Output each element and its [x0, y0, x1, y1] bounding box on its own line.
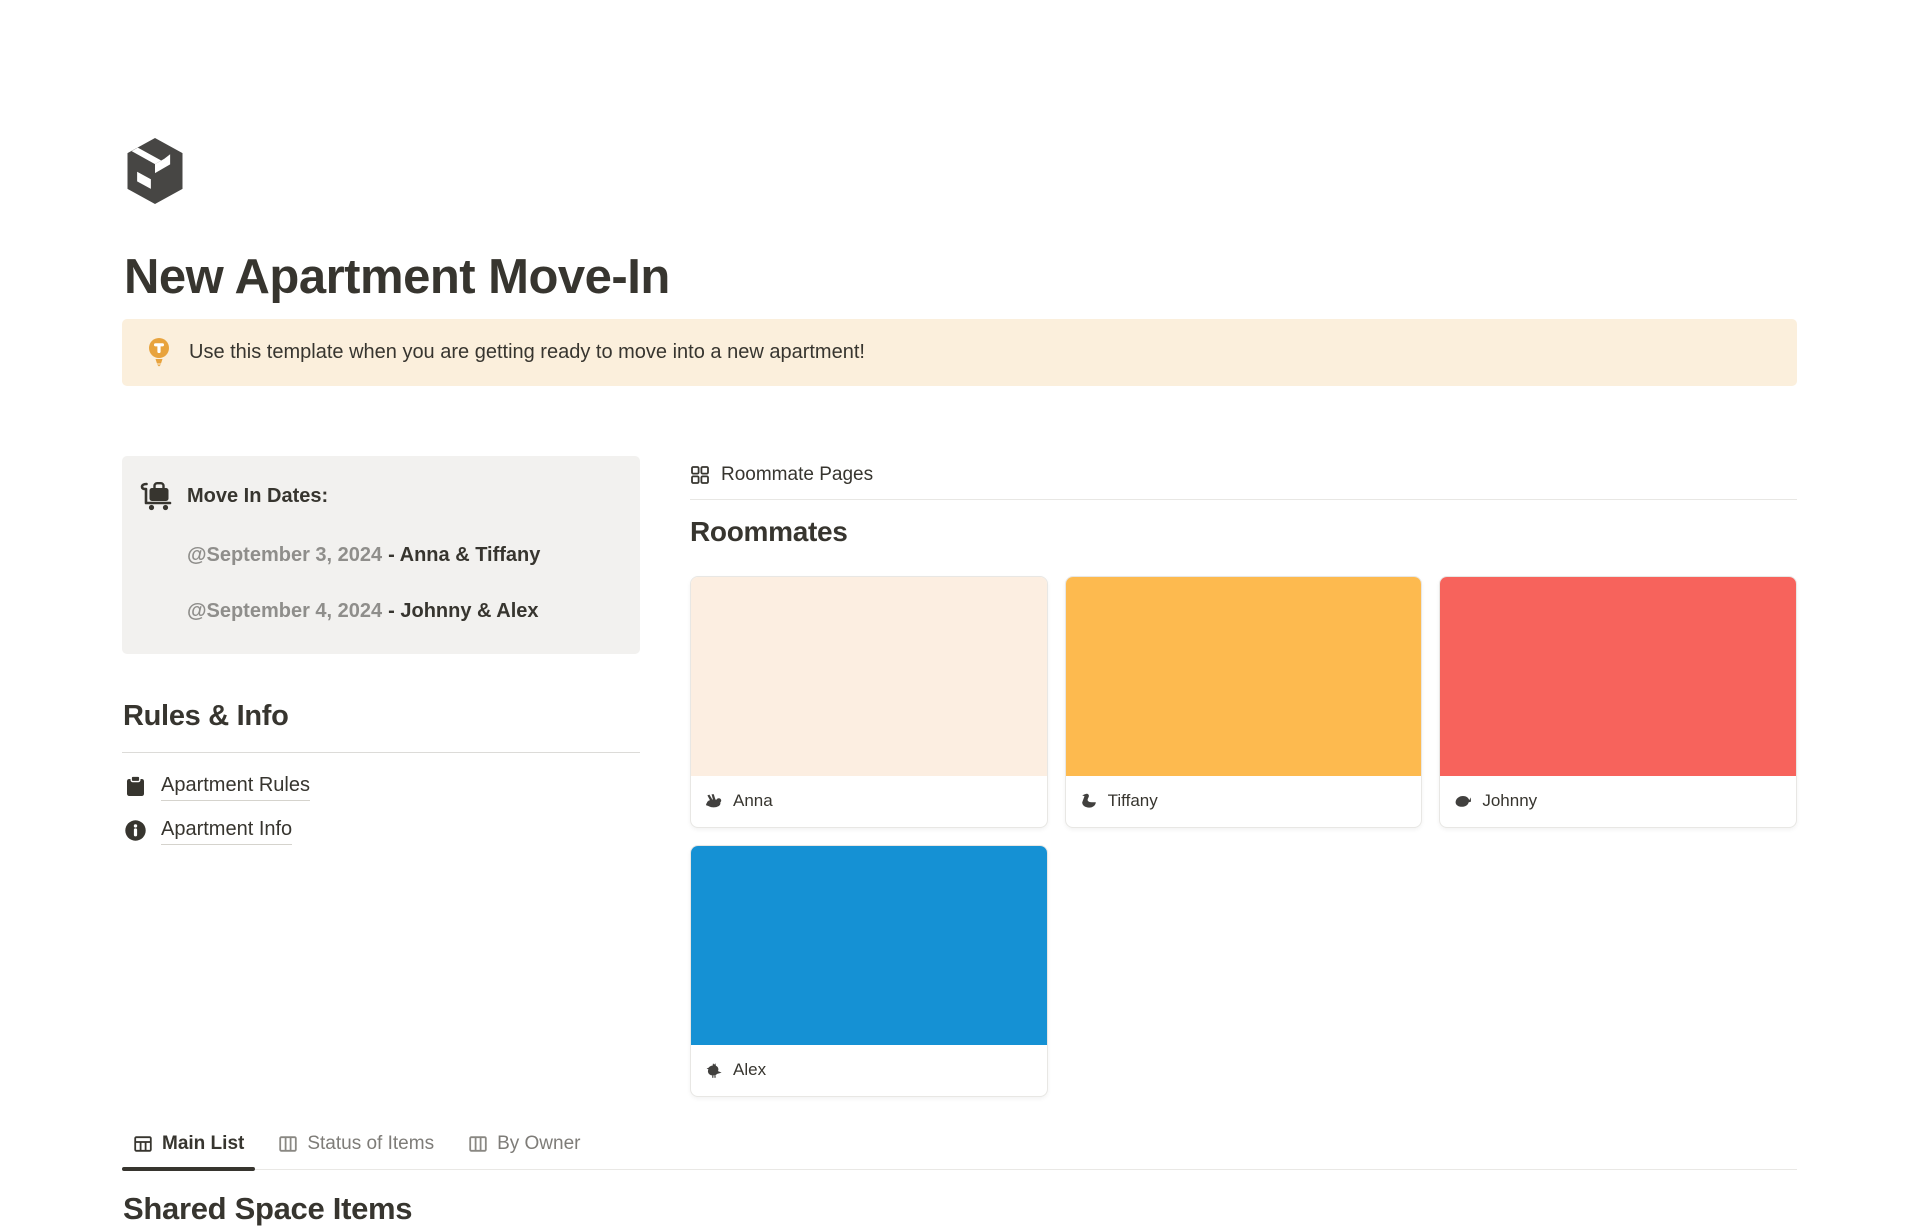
card-name: Johnny	[1482, 791, 1538, 811]
link-label[interactable]: Apartment Rules	[161, 773, 310, 801]
move-in-dates-header: Move In Dates:	[140, 481, 620, 512]
card-name: Anna	[733, 791, 773, 811]
card-cover	[691, 845, 1047, 1045]
card-footer: Anna	[691, 776, 1047, 827]
luggage-cart-icon	[140, 481, 172, 510]
card-johnny[interactable]: Johnny	[1439, 575, 1797, 828]
tab-label[interactable]: Main List	[162, 1132, 245, 1154]
rooster-icon	[706, 1063, 722, 1079]
card-name: Alex	[733, 1060, 767, 1080]
lightbulb-icon	[149, 338, 169, 367]
database-view-tabs: Main List Status of Items By Owner	[122, 1132, 1797, 1171]
clipboard-icon	[127, 775, 144, 797]
rules-info-heading: Rules & Info	[123, 699, 289, 732]
right-column: Roommate Pages Roommates A	[690, 456, 1797, 1097]
shared-space-items-heading: Shared Space Items	[123, 1190, 413, 1226]
move-in-dates-title: Move In Dates:	[187, 484, 329, 507]
package-icon[interactable]	[122, 135, 188, 207]
move-in-dates-box: Move In Dates: @September 3, 2024- Anna …	[122, 455, 640, 654]
tab-status-of-items[interactable]: Status of Items	[267, 1133, 445, 1169]
divider	[690, 498, 1797, 500]
page-links: Apartment Rules Apartment Info	[122, 765, 640, 853]
link-apartment-rules[interactable]: Apartment Rules	[122, 765, 640, 809]
card-cover	[1440, 576, 1796, 776]
linked-collection-header[interactable]: Roommate Pages	[690, 456, 1797, 486]
gallery-grid-icon	[691, 465, 709, 484]
columns: Move In Dates: @September 3, 2024- Anna …	[122, 455, 1797, 1097]
whale-icon	[1455, 796, 1472, 808]
card-footer: Tiffany	[1066, 776, 1422, 827]
swan-icon	[1081, 794, 1096, 808]
info-icon	[125, 820, 146, 841]
date-mention[interactable]: @September 4, 2024	[187, 599, 383, 622]
tab-by-owner[interactable]: By Owner	[457, 1133, 591, 1169]
tab-label[interactable]: By Owner	[497, 1132, 581, 1154]
card-anna[interactable]: Anna	[690, 575, 1048, 828]
date-names: - Johnny & Alex	[388, 599, 539, 622]
card-cover	[1065, 576, 1422, 776]
tab-label[interactable]: Status of Items	[307, 1132, 435, 1154]
page-title: New Apartment Move-In	[124, 250, 670, 304]
rabbit-icon	[706, 794, 722, 808]
collection-title[interactable]: Roommate Pages	[721, 463, 874, 485]
link-apartment-info[interactable]: Apartment Info	[122, 809, 640, 853]
divider	[122, 751, 640, 753]
move-in-date-line: @September 3, 2024- Anna & Tiffany	[187, 543, 620, 568]
card-footer: Alex	[691, 1045, 1047, 1096]
card-alex[interactable]: Alex	[690, 844, 1048, 1097]
callout-text: Use this template when you are getting r…	[189, 340, 865, 363]
move-in-date-line: @September 4, 2024- Johnny & Alex	[187, 599, 620, 624]
tab-main-list[interactable]: Main List	[122, 1132, 256, 1171]
link-label[interactable]: Apartment Info	[161, 817, 293, 845]
card-footer: Johnny	[1440, 776, 1796, 827]
table-icon	[134, 1136, 152, 1152]
card-cover	[691, 576, 1047, 776]
roommate-gallery: Anna Tiffany	[690, 575, 1797, 1097]
gallery-heading: Roommates	[690, 515, 848, 547]
left-column: Move In Dates: @September 3, 2024- Anna …	[122, 455, 640, 853]
card-tiffany[interactable]: Tiffany	[1064, 575, 1423, 828]
card-name: Tiffany	[1107, 791, 1158, 811]
template-callout: Use this template when you are getting r…	[122, 318, 1797, 386]
date-mention[interactable]: @September 3, 2024	[187, 543, 383, 566]
date-names: - Anna & Tiffany	[388, 543, 541, 566]
board-icon	[469, 1136, 487, 1152]
board-icon	[279, 1136, 298, 1152]
